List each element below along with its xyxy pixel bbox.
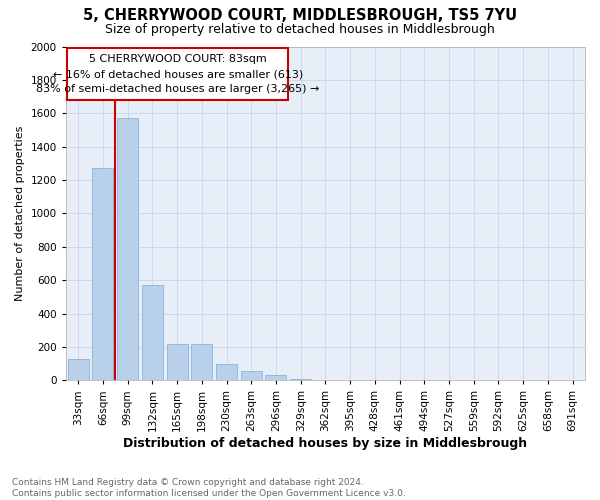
Text: Size of property relative to detached houses in Middlesbrough: Size of property relative to detached ho… xyxy=(105,22,495,36)
Y-axis label: Number of detached properties: Number of detached properties xyxy=(15,126,25,301)
Bar xyxy=(241,371,262,380)
Bar xyxy=(68,358,89,380)
Bar xyxy=(216,364,237,380)
Bar xyxy=(142,285,163,380)
Bar xyxy=(265,376,286,380)
Text: 5, CHERRYWOOD COURT, MIDDLESBROUGH, TS5 7YU: 5, CHERRYWOOD COURT, MIDDLESBROUGH, TS5 … xyxy=(83,8,517,22)
Bar xyxy=(117,118,138,380)
X-axis label: Distribution of detached houses by size in Middlesbrough: Distribution of detached houses by size … xyxy=(124,437,527,450)
Bar xyxy=(92,168,113,380)
Bar xyxy=(167,344,188,380)
Text: Contains HM Land Registry data © Crown copyright and database right 2024.
Contai: Contains HM Land Registry data © Crown c… xyxy=(12,478,406,498)
Text: 5 CHERRYWOOD COURT: 83sqm
← 16% of detached houses are smaller (613)
83% of semi: 5 CHERRYWOOD COURT: 83sqm ← 16% of detac… xyxy=(36,54,319,94)
Bar xyxy=(191,344,212,380)
FancyBboxPatch shape xyxy=(67,48,289,100)
